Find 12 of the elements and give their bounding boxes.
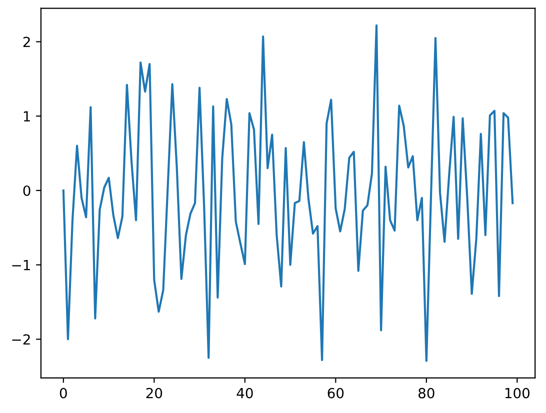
y-tick-label: −1 — [12, 260, 30, 270]
x-tick-label: 0 — [60, 388, 67, 398]
y-tick-label: 2 — [23, 36, 30, 48]
x-tick-label: 20 — [146, 388, 162, 398]
line-series — [62, 24, 514, 362]
x-tick-label: 40 — [236, 388, 253, 398]
x-tick-label: 60 — [328, 388, 344, 398]
y-tick-label: −2 — [12, 334, 30, 344]
y-tick-label: 1 — [24, 111, 30, 122]
x-tick-label: 100 — [505, 388, 530, 398]
x-tick-label: 80 — [418, 388, 434, 398]
y-tick-label: 0 — [23, 185, 30, 196]
